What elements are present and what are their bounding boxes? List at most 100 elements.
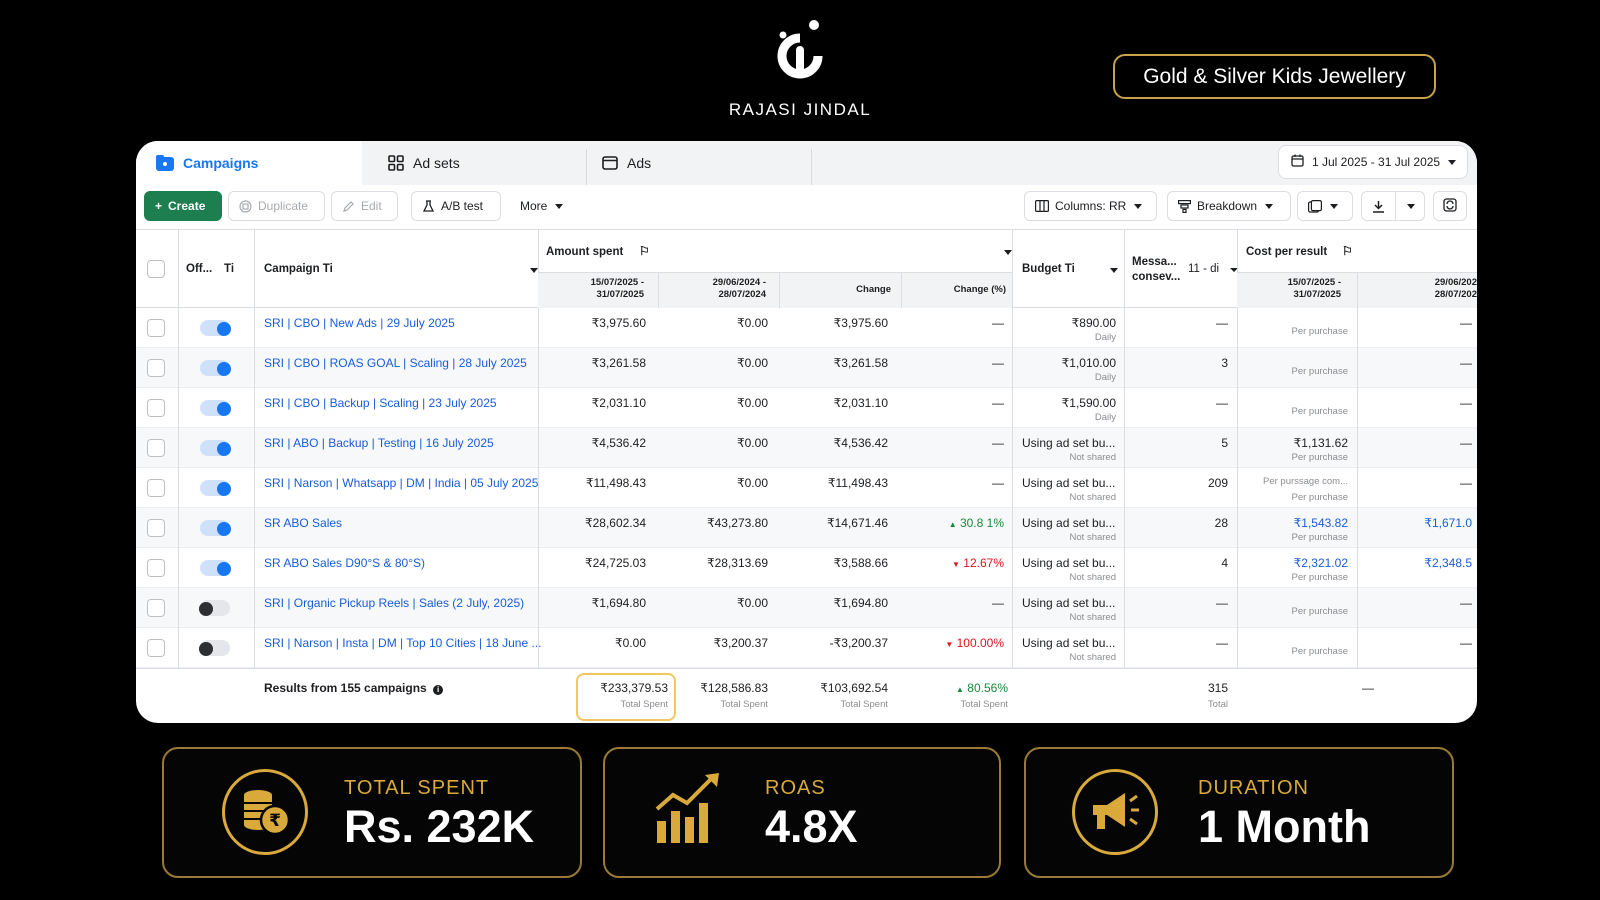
messaging-count: 3 xyxy=(1221,356,1228,370)
cost-per-result-type: Per purchase xyxy=(1291,492,1348,503)
campaign-toggle[interactable] xyxy=(200,560,231,576)
amount-change-pct: — xyxy=(992,356,1004,370)
row-checkbox[interactable] xyxy=(147,439,165,457)
amount-change-pct: ▼ 100.00% xyxy=(945,636,1004,650)
campaign-toggle[interactable] xyxy=(200,520,231,536)
budget-value: Using ad set bu... xyxy=(1022,556,1116,570)
campaign-toggle[interactable] xyxy=(200,440,231,456)
messaging-count: 28 xyxy=(1214,516,1228,530)
refresh-icon xyxy=(1443,197,1457,215)
col-amount-spent-header[interactable]: Amount spent xyxy=(546,246,624,258)
table-row[interactable]: SRI | CBO | Backup | Scaling | 23 July 2… xyxy=(136,388,1477,428)
campaign-toggle[interactable] xyxy=(200,360,231,376)
cost-per-result-type: Per purchase xyxy=(1291,606,1348,617)
tab-ads-label: Ads xyxy=(627,155,652,171)
stat-label: TOTAL SPENT xyxy=(344,777,490,799)
budget-value: Using ad set bu... xyxy=(1022,596,1116,610)
col-cost-per-result-header[interactable]: Cost per result xyxy=(1246,246,1328,258)
select-all-checkbox[interactable] xyxy=(147,260,165,278)
ab-test-button[interactable]: A/B test xyxy=(411,191,501,221)
date-range-picker[interactable]: 1 Jul 2025 - 31 Jul 2025 xyxy=(1278,145,1468,179)
table-row[interactable]: SRI | CBO | ROAS GOAL | Scaling | 28 Jul… xyxy=(136,348,1477,388)
campaign-name-link[interactable]: SR ABO Sales D90°S & 80°S) xyxy=(264,556,426,570)
amount-change: ₹11,498.43 xyxy=(827,476,888,490)
row-checkbox[interactable] xyxy=(147,479,165,497)
table-row[interactable]: SRI | CBO | New Ads | 29 July 2025 ₹3,975… xyxy=(136,308,1477,348)
campaign-name-link[interactable]: SRI | CBO | ROAS GOAL | Scaling | 28 Jul… xyxy=(264,356,527,370)
tab-ads[interactable]: Ads xyxy=(602,141,802,185)
row-checkbox[interactable] xyxy=(147,599,165,617)
toggle-knob xyxy=(217,442,231,456)
stat-label: ROAS xyxy=(765,777,826,799)
campaign-name-link[interactable]: SR ABO Sales xyxy=(264,516,343,530)
cost-per-result-a: ₹2,321.02 xyxy=(1293,556,1348,570)
budget-value: ₹1,590.00 xyxy=(1061,396,1116,410)
duplicate-label: Duplicate xyxy=(258,199,309,213)
toggle-knob xyxy=(217,562,231,576)
amount-change: ₹4,536.42 xyxy=(833,436,888,450)
col-campaign-header[interactable]: Campaign Ti xyxy=(264,263,333,275)
amount-period-a: ₹3,261.58 xyxy=(591,356,646,370)
more-button[interactable]: More xyxy=(509,191,569,221)
duplicate-button[interactable]: Duplicate xyxy=(228,191,325,221)
campaign-toggle[interactable] xyxy=(200,480,231,496)
stat-value: 4.8X xyxy=(765,801,858,852)
tab-ad-sets[interactable]: Ad sets xyxy=(376,141,576,185)
row-checkbox[interactable] xyxy=(147,359,165,377)
amount-change: -₹3,200.37 xyxy=(829,636,888,650)
breakdown-button[interactable]: Breakdown xyxy=(1167,191,1291,221)
chevron-down-icon[interactable] xyxy=(1004,250,1012,255)
table-row[interactable]: SR ABO Sales D90°S & 80°S) ₹24,725.03 ₹28,… xyxy=(136,548,1477,588)
total-change: ₹103,692.54 xyxy=(820,681,888,695)
svg-text:₹: ₹ xyxy=(269,811,281,831)
campaign-name-link[interactable]: SRI | ABO | Backup | Testing | 16 July 2… xyxy=(264,436,494,450)
amount-period-a: ₹0.00 xyxy=(615,636,646,650)
sort-caret-icon[interactable] xyxy=(530,268,538,273)
messaging-count: — xyxy=(1216,316,1228,330)
refresh-button[interactable] xyxy=(1433,191,1467,221)
table-row[interactable]: SRI | ABO | Backup | Testing | 16 July 2… xyxy=(136,428,1477,468)
stat-value: 1 Month xyxy=(1198,801,1371,852)
row-checkbox[interactable] xyxy=(147,319,165,337)
row-checkbox[interactable] xyxy=(147,519,165,537)
campaign-name-link[interactable]: SRI | Narson | Whatsapp | DM | India | 0… xyxy=(264,476,539,490)
edit-button[interactable]: Edit xyxy=(331,191,398,221)
tab-campaigns[interactable]: Campaigns xyxy=(136,141,362,185)
table-header: Off... Ti Campaign Ti Amount spent ⚐ 15/… xyxy=(136,230,1477,308)
campaign-toggle[interactable] xyxy=(199,640,230,656)
campaign-toggle[interactable] xyxy=(200,320,231,336)
col-off-header[interactable]: Off... xyxy=(186,263,213,275)
campaign-name-link[interactable]: SRI | Organic Pickup Reels | Sales (2 Ju… xyxy=(264,596,525,610)
table-row[interactable]: SRI | Narson | Whatsapp | DM | India | 0… xyxy=(136,468,1477,508)
budget-type: Not shared xyxy=(1069,532,1116,543)
campaign-name-link[interactable]: SRI | CBO | Backup | Scaling | 23 July 2… xyxy=(264,396,497,410)
table-row[interactable]: SR ABO Sales ₹28,602.34 ₹43,273.80 ₹14,671.… xyxy=(136,508,1477,548)
row-checkbox[interactable] xyxy=(147,559,165,577)
reports-button[interactable] xyxy=(1297,191,1353,221)
row-checkbox[interactable] xyxy=(147,399,165,417)
toggle-knob xyxy=(199,642,213,656)
flag-icon: ⚐ xyxy=(639,244,650,258)
attribution-setting[interactable]: 11 - di xyxy=(1188,263,1220,275)
amount-change: ₹3,261.58 xyxy=(833,356,888,370)
col-messaging-header[interactable]: Messa... consev... xyxy=(1132,256,1181,283)
cost-per-result-a: ₹1,131.62 xyxy=(1293,436,1348,450)
amount-period-a: ₹24,725.03 xyxy=(584,556,646,570)
table-row[interactable]: SRI | Narson | Insta | DM | Top 10 Citie… xyxy=(136,628,1477,668)
table-row[interactable]: SRI | Organic Pickup Reels | Sales (2 Ju… xyxy=(136,588,1477,628)
campaign-name-link[interactable]: SRI | Narson | Insta | DM | Top 10 Citie… xyxy=(264,636,542,650)
row-checkbox[interactable] xyxy=(147,639,165,657)
duplicate-icon xyxy=(239,199,252,213)
amount-period-a: ₹1,694.80 xyxy=(591,596,646,610)
chevron-down-icon[interactable] xyxy=(1110,268,1118,273)
budget-value: Using ad set bu... xyxy=(1022,636,1116,650)
info-icon[interactable]: i xyxy=(433,685,444,695)
create-button[interactable]: + Create xyxy=(144,191,222,221)
export-button[interactable] xyxy=(1361,191,1425,221)
campaign-toggle[interactable] xyxy=(200,400,231,416)
campaign-toggle[interactable] xyxy=(199,600,230,616)
col-ti-header[interactable]: Ti xyxy=(224,263,235,275)
col-budget-header[interactable]: Budget Ti xyxy=(1022,263,1075,275)
campaign-name-link[interactable]: SRI | CBO | New Ads | 29 July 2025 xyxy=(264,316,455,330)
columns-button[interactable]: Columns: RR xyxy=(1024,191,1157,221)
